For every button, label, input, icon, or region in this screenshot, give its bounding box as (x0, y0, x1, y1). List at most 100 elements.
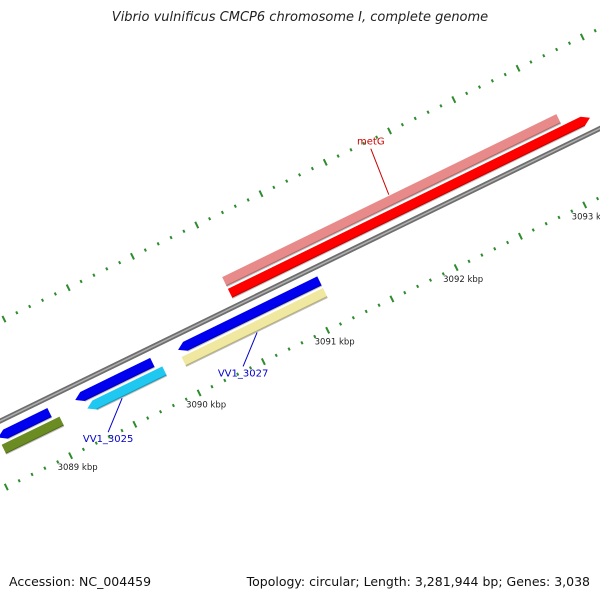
inner-tick (120, 428, 124, 433)
outer-tick (579, 33, 585, 41)
inner-tick (17, 478, 21, 483)
inner-tick (94, 441, 98, 445)
gene-arrow-shadow (187, 284, 323, 352)
gene-arrow[interactable] (85, 366, 167, 413)
inner-tick (595, 196, 600, 201)
tick-layer (1, 28, 600, 491)
outer-tick (515, 64, 521, 72)
outer-tick (220, 210, 225, 215)
gene-arrow[interactable] (1, 416, 64, 454)
gene-feature-f2[interactable] (227, 113, 592, 299)
inner-tick (403, 290, 407, 295)
inner-tick (582, 201, 588, 209)
outer-tick (1, 315, 7, 323)
inner-tick (467, 259, 471, 264)
gene-arrow-shadow (226, 122, 562, 288)
inner-tick (236, 372, 240, 376)
gene-arrow-shadow (84, 365, 156, 402)
outer-tick (92, 273, 96, 277)
gene-arrow[interactable] (0, 408, 52, 442)
gene-arrow-shadow (185, 296, 328, 367)
inner-tick (43, 466, 47, 470)
gene-label-vv1-3025[interactable]: VV1_3025 (83, 434, 134, 445)
inner-tick (518, 232, 523, 240)
outer-tick (503, 72, 507, 77)
outer-tick (246, 198, 250, 202)
outer-tick (529, 60, 533, 64)
outer-tick (53, 292, 57, 296)
outer-tick (79, 279, 83, 284)
inner-tick (287, 347, 291, 351)
inner-tick (196, 389, 202, 397)
gene-arrow[interactable] (176, 276, 322, 354)
label-leader-line (370, 148, 390, 195)
gene-arrow[interactable] (222, 114, 561, 287)
outer-tick (118, 260, 122, 265)
inner-tick (274, 353, 278, 358)
inner-tick (338, 322, 343, 326)
outer-tick (285, 179, 289, 183)
inner-tick (531, 228, 535, 232)
inner-tick (184, 397, 188, 402)
inner-tick (389, 295, 395, 303)
gene-feature-f4[interactable] (0, 408, 53, 442)
outer-tick (272, 185, 276, 190)
gene-feature-f6[interactable] (85, 366, 168, 413)
outer-tick (233, 204, 237, 208)
inner-tick (453, 264, 459, 272)
scale-label: 3089 kbp (58, 463, 98, 473)
outer-tick (555, 47, 559, 52)
gene-arrow-shadow (96, 374, 168, 411)
outer-tick (258, 190, 264, 198)
scale-label: 3092 kbp (443, 275, 483, 285)
outer-tick (349, 147, 353, 152)
gene-feature-f8[interactable] (176, 276, 323, 354)
outer-tick (143, 248, 147, 252)
inner-tick (506, 240, 510, 245)
gene-feature-f1[interactable] (222, 114, 562, 288)
outer-tick (310, 166, 314, 171)
gene-label-metg[interactable]: metG (357, 137, 385, 148)
outer-tick (182, 229, 186, 234)
inner-tick (313, 334, 317, 339)
gene-feature-f5[interactable] (73, 357, 156, 405)
inner-tick (3, 483, 9, 491)
inner-tick (68, 452, 74, 460)
outer-tick (567, 41, 572, 45)
inner-tick (300, 341, 304, 345)
outer-tick (593, 28, 597, 33)
gene-arrow[interactable] (181, 288, 328, 366)
scale-label: 3090 kbp (186, 400, 226, 410)
gene-arrow[interactable] (73, 357, 155, 405)
inner-tick (107, 435, 111, 439)
outer-tick (400, 122, 404, 127)
gene-label-vv1-3027[interactable]: VV1_3027 (218, 368, 269, 379)
gene-feature-f7[interactable] (1, 416, 65, 455)
backbone-layer (0, 125, 600, 424)
label-leader-line (107, 398, 123, 433)
outer-tick (465, 91, 469, 96)
inner-tick (159, 409, 163, 414)
inner-tick (248, 366, 253, 370)
genome-summary-text: Topology: circular; Length: 3,281,944 bp… (246, 574, 590, 589)
inner-tick (210, 384, 214, 389)
inner-tick (364, 309, 368, 314)
inner-tick (570, 209, 574, 213)
gene-feature-f9[interactable] (181, 288, 328, 367)
gene-arrow[interactable] (227, 113, 592, 298)
inner-tick (493, 246, 497, 251)
label-layer: 3089 kbp 3090 kbp 3091 kbp 3092 kbp 3093 kbp… (58, 137, 600, 473)
outer-tick (130, 252, 135, 260)
inner-tick (171, 403, 175, 408)
feature-layer (0, 113, 592, 455)
outer-tick (542, 53, 546, 58)
inner-tick (81, 447, 85, 452)
inner-tick (428, 278, 433, 282)
outer-tick (451, 96, 457, 104)
outer-tick (65, 284, 71, 292)
outer-tick (208, 216, 212, 221)
outer-tick (169, 235, 173, 240)
inner-tick (351, 315, 355, 320)
outer-tick (40, 298, 45, 303)
